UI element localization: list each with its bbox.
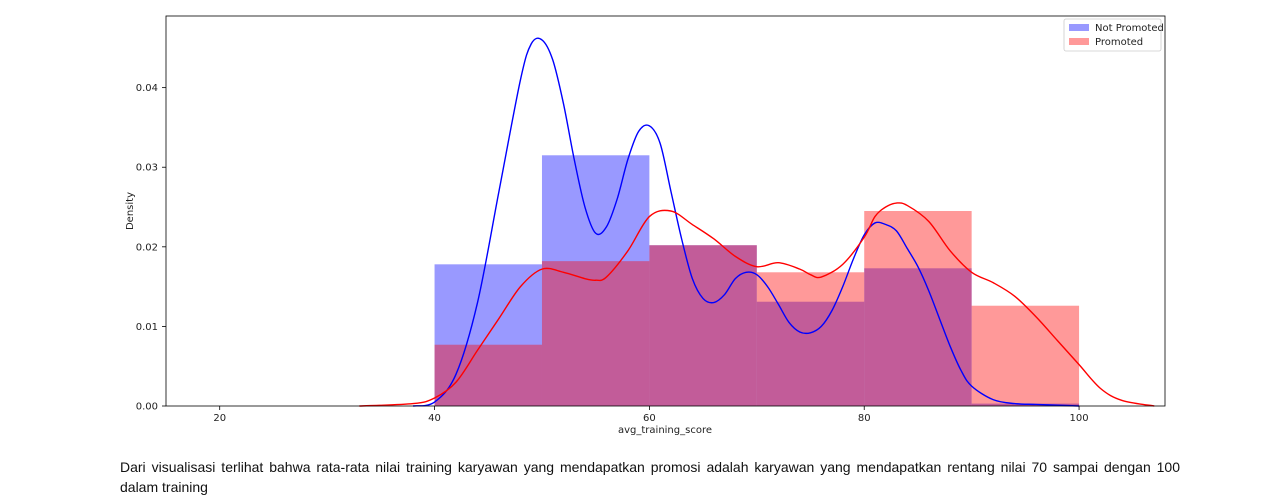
- bar-promoted-1: [541, 261, 650, 406]
- legend-label-promoted: Promoted: [1095, 37, 1143, 48]
- kde-curves: [359, 37, 1155, 407]
- density-chart: 20 40 60 80 100 0.00 0.01 0.02 0.03 0.04 avg_tra…: [125, 15, 1166, 436]
- x-tick-label: 60: [643, 413, 656, 424]
- legend-box: [1063, 18, 1162, 52]
- y-tick-label: 0.01: [136, 322, 158, 333]
- x-tick-label: 20: [213, 413, 226, 424]
- legend-swatch-promoted: [1069, 38, 1089, 45]
- y-tick-label: 0.00: [136, 402, 158, 413]
- y-tick-label: 0.03: [136, 163, 158, 174]
- kde-line-not-promoted: [412, 37, 1080, 407]
- histogram-bars: [434, 155, 1080, 406]
- bar-promoted-4: [864, 211, 972, 406]
- bar-promoted-2: [649, 245, 757, 406]
- y-axis-label: Density: [125, 192, 136, 230]
- legend-label-not-promoted: Not Promoted: [1095, 23, 1164, 34]
- bar-promoted-0: [434, 344, 542, 406]
- y-tick-label: 0.04: [136, 83, 158, 94]
- bar-not-promoted-3: [756, 301, 865, 406]
- x-tick-label: 80: [858, 413, 871, 424]
- x-tick-label: 100: [1070, 413, 1089, 424]
- legend-swatch-not-promoted: [1069, 24, 1089, 31]
- bar-not-promoted-4: [864, 268, 972, 406]
- x-tick-label: 40: [428, 413, 441, 424]
- caption-text: Dari visualisasi terlihat bahwa rata-rat…: [120, 459, 1180, 495]
- x-axis-label: avg_training_score: [618, 425, 712, 436]
- x-axis-ticks: 20 40 60 80 100: [213, 406, 1089, 424]
- bar-not-promoted-2: [649, 245, 757, 406]
- y-tick-label: 0.02: [136, 242, 158, 253]
- legend: Not Promoted Promoted: [1063, 18, 1164, 52]
- plot-frame: [165, 15, 1166, 407]
- y-axis-ticks: 0.00 0.01 0.02 0.03 0.04: [136, 83, 166, 413]
- bar-promoted-5: [971, 305, 1080, 406]
- kde-line-promoted: [359, 202, 1155, 407]
- bar-promoted-3: [756, 272, 865, 406]
